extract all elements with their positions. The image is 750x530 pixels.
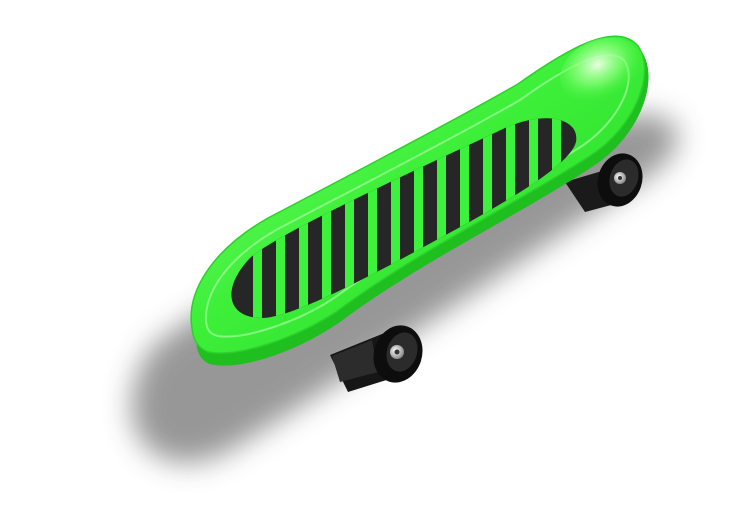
shadow-icon [131, 114, 678, 463]
grip-tape-icon [231, 118, 577, 319]
front-wheel-icon [330, 325, 423, 392]
rear-wheel-icon [565, 153, 643, 212]
